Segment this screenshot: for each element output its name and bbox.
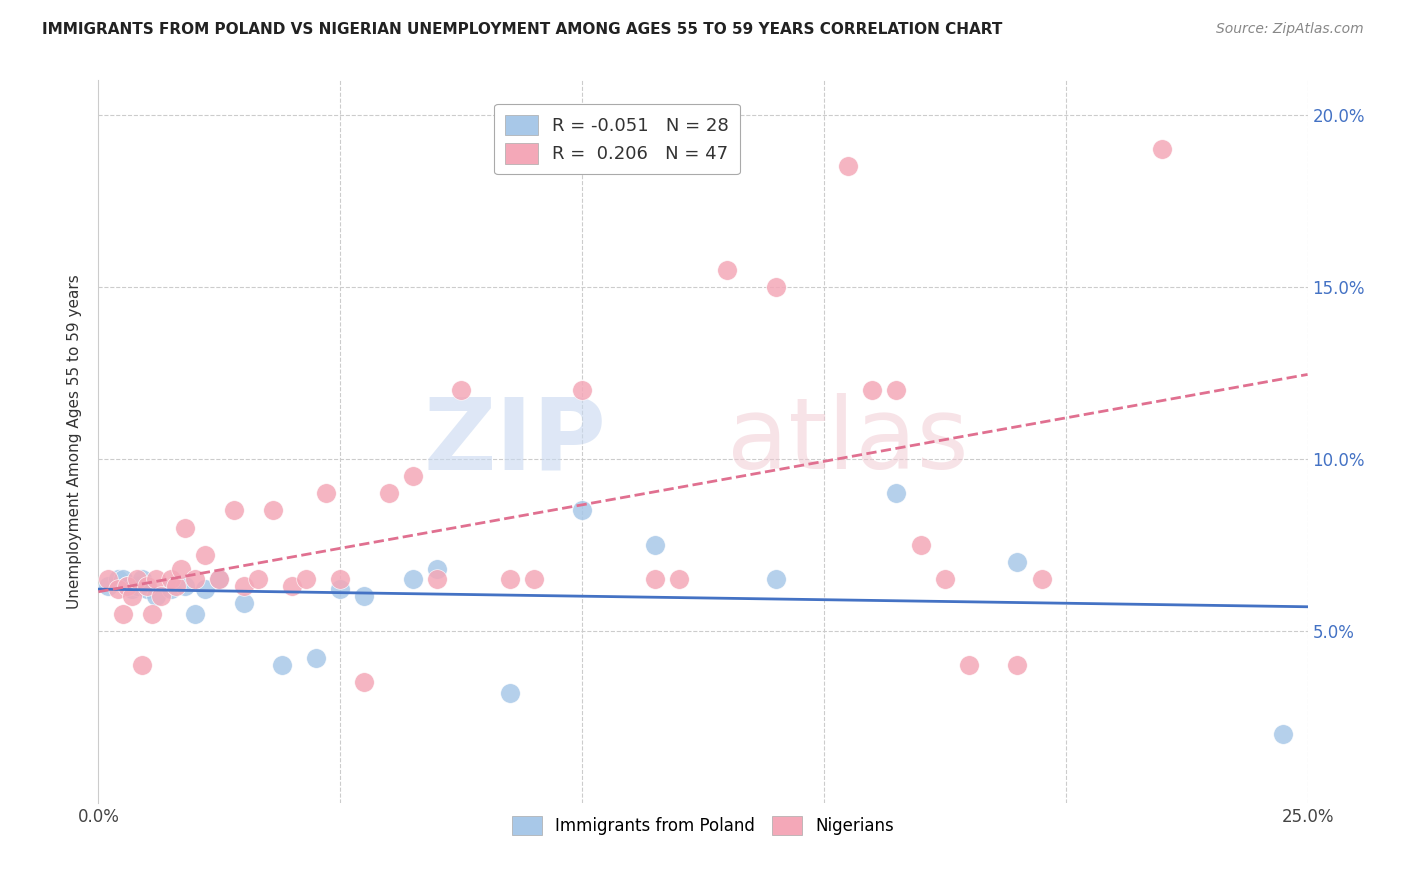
Legend: Immigrants from Poland, Nigerians: Immigrants from Poland, Nigerians bbox=[502, 805, 904, 845]
Point bbox=[523, 572, 546, 586]
Point bbox=[117, 579, 139, 593]
Point bbox=[668, 572, 690, 586]
Point bbox=[135, 579, 157, 593]
Point bbox=[644, 572, 666, 586]
Point bbox=[315, 486, 337, 500]
Point bbox=[184, 572, 207, 586]
Point bbox=[194, 548, 217, 562]
Point bbox=[111, 572, 134, 586]
Point bbox=[571, 503, 593, 517]
Text: Source: ZipAtlas.com: Source: ZipAtlas.com bbox=[1216, 22, 1364, 37]
Point bbox=[271, 658, 294, 673]
Point bbox=[716, 262, 738, 277]
Point bbox=[886, 486, 908, 500]
Point bbox=[135, 582, 157, 597]
Point bbox=[1007, 555, 1029, 569]
Text: IMMIGRANTS FROM POLAND VS NIGERIAN UNEMPLOYMENT AMONG AGES 55 TO 59 YEARS CORREL: IMMIGRANTS FROM POLAND VS NIGERIAN UNEMP… bbox=[42, 22, 1002, 37]
Point bbox=[934, 572, 956, 586]
Point bbox=[295, 572, 318, 586]
Point bbox=[498, 572, 520, 586]
Point bbox=[121, 590, 143, 604]
Point bbox=[232, 579, 254, 593]
Point bbox=[329, 572, 352, 586]
Point bbox=[222, 503, 245, 517]
Point bbox=[910, 538, 932, 552]
Point bbox=[232, 596, 254, 610]
Point bbox=[97, 572, 120, 586]
Point bbox=[111, 607, 134, 621]
Point bbox=[765, 279, 787, 293]
Point bbox=[450, 383, 472, 397]
Point bbox=[402, 572, 425, 586]
Point bbox=[131, 658, 153, 673]
Point bbox=[169, 562, 191, 576]
Point bbox=[131, 572, 153, 586]
Point bbox=[247, 572, 270, 586]
Point bbox=[160, 572, 183, 586]
Point bbox=[150, 590, 173, 604]
Point bbox=[107, 572, 129, 586]
Point bbox=[160, 582, 183, 597]
Point bbox=[208, 572, 231, 586]
Point bbox=[571, 383, 593, 397]
Point bbox=[145, 590, 167, 604]
Point bbox=[353, 590, 375, 604]
Point bbox=[305, 651, 328, 665]
Point bbox=[860, 383, 883, 397]
Point bbox=[402, 469, 425, 483]
Point bbox=[208, 572, 231, 586]
Point bbox=[262, 503, 284, 517]
Point bbox=[498, 686, 520, 700]
Point bbox=[174, 579, 197, 593]
Point bbox=[1007, 658, 1029, 673]
Point bbox=[377, 486, 399, 500]
Point bbox=[765, 572, 787, 586]
Y-axis label: Unemployment Among Ages 55 to 59 years: Unemployment Among Ages 55 to 59 years bbox=[67, 274, 83, 609]
Point bbox=[329, 582, 352, 597]
Point bbox=[184, 607, 207, 621]
Point bbox=[426, 562, 449, 576]
Point bbox=[644, 538, 666, 552]
Text: ZIP: ZIP bbox=[423, 393, 606, 490]
Point bbox=[1152, 142, 1174, 156]
Point bbox=[165, 579, 187, 593]
Point bbox=[1272, 727, 1295, 741]
Point bbox=[97, 579, 120, 593]
Point bbox=[426, 572, 449, 586]
Point bbox=[141, 607, 163, 621]
Point bbox=[837, 159, 859, 173]
Point bbox=[127, 579, 149, 593]
Point bbox=[107, 582, 129, 597]
Point bbox=[127, 572, 149, 586]
Point bbox=[957, 658, 980, 673]
Point bbox=[194, 582, 217, 597]
Point bbox=[886, 383, 908, 397]
Point bbox=[353, 675, 375, 690]
Point bbox=[1031, 572, 1053, 586]
Point bbox=[281, 579, 304, 593]
Point bbox=[174, 520, 197, 534]
Point bbox=[121, 582, 143, 597]
Point bbox=[145, 572, 167, 586]
Point bbox=[117, 579, 139, 593]
Text: atlas: atlas bbox=[727, 393, 969, 490]
